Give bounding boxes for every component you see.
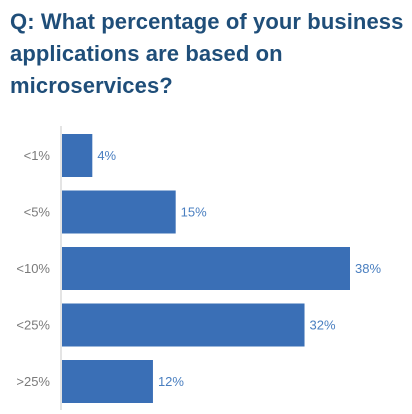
category-label-4: <25% [16, 318, 50, 333]
chart-title: Q: What percentage of your business appl… [10, 9, 404, 98]
category-label-5: >25% [16, 374, 50, 389]
bars-group: <1% 4% <5% 15% <10% 38% <25% 32% >25% 12% [16, 134, 381, 403]
bar-4 [62, 303, 305, 347]
value-label-3: 38% [355, 261, 381, 276]
value-label-4: 32% [310, 318, 336, 333]
bar-1 [62, 134, 93, 177]
bar-5 [62, 360, 153, 403]
value-label-1: 4% [97, 148, 116, 163]
category-label-2: <5% [24, 205, 51, 220]
value-label-2: 15% [181, 205, 207, 220]
category-label-3: <10% [16, 261, 50, 276]
bar-3 [62, 247, 350, 290]
value-label-5: 12% [158, 374, 184, 389]
category-label-1: <1% [24, 148, 51, 163]
bar-2 [62, 190, 176, 234]
